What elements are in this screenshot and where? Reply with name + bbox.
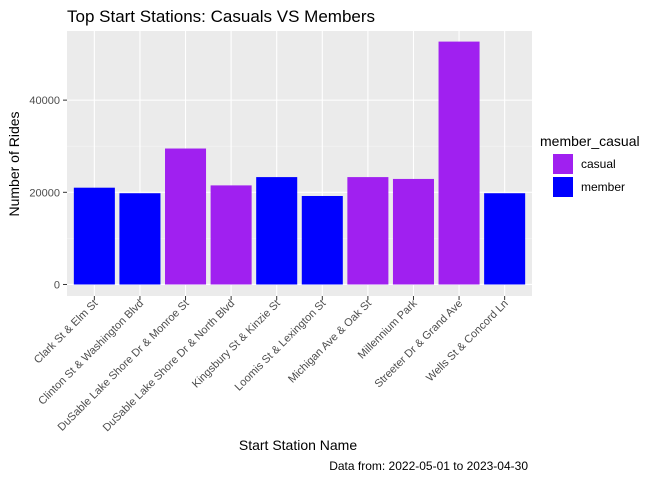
x-axis-title: Start Station Name xyxy=(239,437,357,453)
y-tick-label: 20000 xyxy=(29,187,60,199)
bar xyxy=(256,177,298,285)
legend-swatch xyxy=(553,154,573,174)
y-axis-title: Number of Rides xyxy=(6,111,22,216)
caption: Data from: 2022-05-01 to 2023-04-30 xyxy=(329,459,528,473)
bar xyxy=(392,178,434,285)
bar xyxy=(119,193,161,285)
bar xyxy=(73,187,115,285)
bar xyxy=(165,148,207,285)
y-tick-label: 0 xyxy=(54,279,60,291)
bar xyxy=(484,193,526,285)
legend-title: member_casual xyxy=(540,133,640,149)
legend: member_casual casual member xyxy=(540,133,640,197)
bar xyxy=(347,177,389,285)
x-tick-label: Michigan Ave & Oak St xyxy=(286,298,374,386)
x-tick-label: Wells St & Concord Ln xyxy=(424,298,511,385)
y-axis: 0 20000 40000 xyxy=(29,95,67,291)
bar xyxy=(438,41,480,285)
y-tick-label: 40000 xyxy=(29,95,60,107)
legend-label: member xyxy=(581,180,625,194)
legend-label: casual xyxy=(581,157,616,171)
x-tick-label: Kingsbury St & Kinzie St xyxy=(190,298,283,391)
chart-title: Top Start Stations: Casuals VS Members xyxy=(67,7,375,26)
x-tick-label: Loomis St & Lexington St xyxy=(233,298,329,394)
x-tick-label: Streeter Dr & Grand Ave xyxy=(373,298,466,391)
bar xyxy=(301,195,343,285)
bars xyxy=(73,41,526,285)
bar xyxy=(210,185,252,285)
legend-swatch xyxy=(553,177,573,197)
